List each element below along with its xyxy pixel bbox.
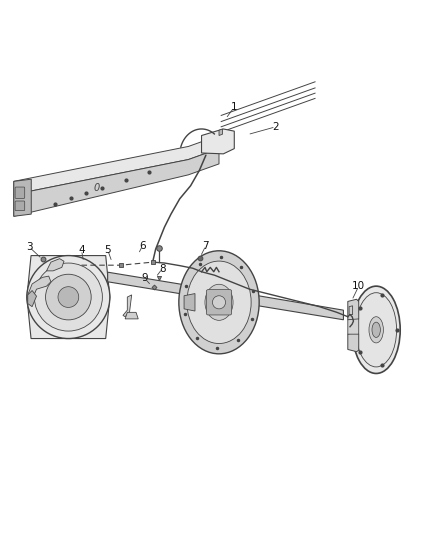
Polygon shape <box>125 312 138 319</box>
Polygon shape <box>46 259 64 271</box>
Text: 5: 5 <box>104 245 111 255</box>
Ellipse shape <box>369 317 383 343</box>
Text: 10: 10 <box>352 281 365 291</box>
FancyBboxPatch shape <box>15 201 25 211</box>
Text: 9: 9 <box>141 273 148 283</box>
Text: 2: 2 <box>272 122 279 132</box>
Circle shape <box>34 263 102 331</box>
Polygon shape <box>123 295 132 317</box>
Circle shape <box>58 287 79 308</box>
Text: 4: 4 <box>78 245 85 255</box>
Circle shape <box>46 274 91 320</box>
Polygon shape <box>184 294 195 311</box>
Text: 7: 7 <box>203 240 209 251</box>
Text: 8: 8 <box>159 264 166 273</box>
Circle shape <box>212 296 226 309</box>
Polygon shape <box>14 179 31 216</box>
Polygon shape <box>258 296 343 320</box>
Text: 6: 6 <box>139 240 146 251</box>
Polygon shape <box>201 129 234 154</box>
Polygon shape <box>348 299 359 321</box>
Polygon shape <box>108 272 193 296</box>
Polygon shape <box>14 135 219 195</box>
Polygon shape <box>348 319 359 334</box>
FancyBboxPatch shape <box>206 289 232 315</box>
Ellipse shape <box>372 322 380 337</box>
Polygon shape <box>28 290 36 306</box>
Text: 0: 0 <box>94 183 100 193</box>
Polygon shape <box>349 306 353 314</box>
Text: 3: 3 <box>26 242 32 252</box>
Ellipse shape <box>356 293 396 367</box>
Ellipse shape <box>352 286 400 374</box>
Polygon shape <box>14 149 219 216</box>
Polygon shape <box>27 256 110 338</box>
Ellipse shape <box>187 261 251 343</box>
Ellipse shape <box>179 251 259 354</box>
Text: 1: 1 <box>231 102 237 112</box>
Ellipse shape <box>205 284 233 320</box>
Polygon shape <box>219 129 223 135</box>
Polygon shape <box>348 332 359 352</box>
FancyBboxPatch shape <box>15 187 25 198</box>
Circle shape <box>27 256 110 338</box>
Polygon shape <box>28 276 51 304</box>
